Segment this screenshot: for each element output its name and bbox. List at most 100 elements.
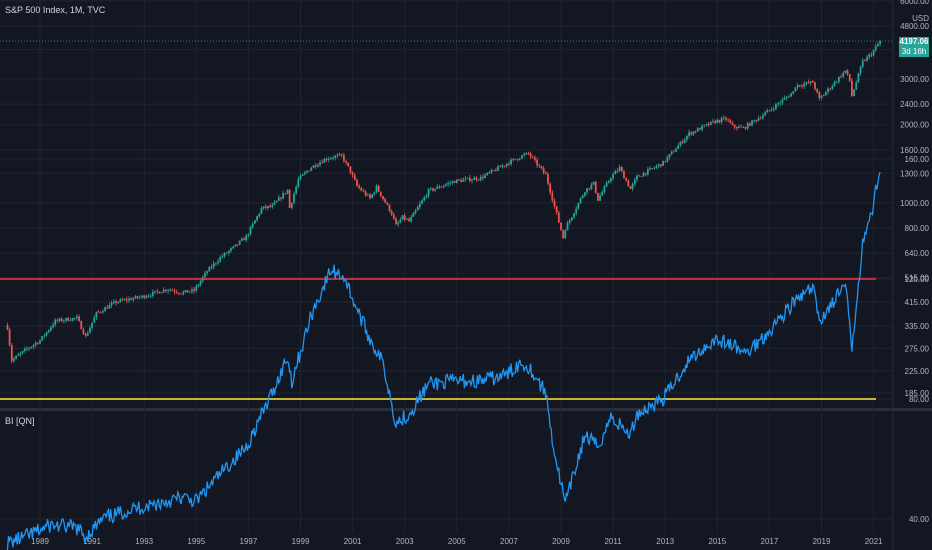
candle-body <box>260 208 263 214</box>
candle-body <box>45 332 48 336</box>
candle-body <box>6 325 9 330</box>
candle-body <box>32 344 35 347</box>
candle-body <box>130 298 133 301</box>
candle-body <box>840 76 842 78</box>
candle-body <box>577 202 580 209</box>
candle-body <box>829 88 832 90</box>
candle-body <box>60 318 63 322</box>
candle-body <box>399 219 402 223</box>
candle-body <box>340 154 343 156</box>
candle-body <box>521 155 523 159</box>
time-axis-tick: 2017 <box>761 537 779 546</box>
candle-body <box>668 154 671 158</box>
time-axis-tick: 1993 <box>135 537 153 546</box>
price-axis-tick: 335.00 <box>905 322 930 331</box>
candle-body <box>688 132 690 136</box>
candle-body <box>837 76 840 82</box>
candle-body <box>527 152 530 154</box>
candle-body <box>772 108 775 110</box>
candle-body <box>690 132 693 135</box>
candle-body <box>644 173 647 175</box>
candle-body <box>677 145 680 150</box>
candle-body <box>273 202 276 205</box>
candle-body <box>195 286 198 291</box>
price-axis-tick: 515.00 <box>905 274 930 283</box>
candle-body <box>384 198 387 203</box>
candle-body <box>477 179 480 181</box>
candle-body <box>742 127 745 128</box>
candle-body <box>327 159 330 161</box>
candle-body <box>47 330 50 333</box>
candle-body <box>160 292 163 294</box>
candle-body <box>525 152 528 155</box>
candle-body <box>65 318 67 321</box>
candle-body <box>779 102 782 104</box>
candle-body <box>434 188 436 191</box>
candle-body <box>334 156 337 158</box>
candle-body <box>175 291 178 293</box>
time-axis-tick: 2005 <box>448 537 466 546</box>
candle-body <box>770 109 773 111</box>
candle-body <box>349 166 352 173</box>
candle-body <box>36 343 39 344</box>
candle-body <box>744 127 747 129</box>
candle-body <box>466 177 469 179</box>
candle-body <box>336 155 339 157</box>
candle-body <box>230 248 232 251</box>
candle-body <box>657 164 660 166</box>
candle-body <box>781 99 784 103</box>
candle-body <box>794 87 797 92</box>
price-axis-tick: 640.00 <box>905 249 930 258</box>
candle-body <box>238 240 241 245</box>
candle-body <box>117 301 120 303</box>
candle-body <box>486 172 489 175</box>
candle-body <box>855 82 858 90</box>
candle-body <box>392 214 395 219</box>
candle-body <box>73 317 76 319</box>
candle-body <box>488 172 491 174</box>
candle-body <box>755 120 758 122</box>
candle-body <box>76 316 78 318</box>
time-axis-tick: 2007 <box>500 537 518 546</box>
candle-body <box>788 96 790 98</box>
candle-body <box>547 174 549 184</box>
price-axis-tick: 1600.00 <box>900 146 929 155</box>
candle-body <box>158 291 161 294</box>
candle-body <box>579 198 582 203</box>
candle-body <box>659 164 662 166</box>
bi-indicator-line <box>6 171 881 550</box>
time-axis-tick: 2015 <box>708 537 726 546</box>
candle-body <box>171 289 174 291</box>
candle-body <box>725 117 727 120</box>
indicator-axis-tick: 80.00 <box>909 395 930 404</box>
price-axis-tick: 275.00 <box>905 344 930 353</box>
candle-body <box>699 128 701 130</box>
candle-body <box>388 204 391 212</box>
candle-body <box>653 167 656 169</box>
candle-body <box>390 211 393 215</box>
price-axis-tick: 6000.00 <box>900 0 929 6</box>
candle-body <box>219 257 222 262</box>
candle-body <box>23 348 26 351</box>
candle-body <box>371 194 374 199</box>
candle-body <box>640 176 643 178</box>
candle-body <box>460 179 463 182</box>
candle-body <box>290 202 293 208</box>
candle-body <box>214 263 217 265</box>
candle-body <box>275 200 278 203</box>
candle-body <box>790 93 793 97</box>
candle-body <box>538 165 541 167</box>
candle-body <box>110 302 113 306</box>
candle-body <box>835 81 838 83</box>
candle-body <box>720 118 723 123</box>
candle-body <box>115 301 117 303</box>
candle-body <box>649 168 651 170</box>
candle-body <box>534 157 536 160</box>
candle-body <box>753 120 756 122</box>
candle-body <box>286 189 289 194</box>
candle-body <box>618 166 621 171</box>
candle-body <box>308 170 311 172</box>
candle-body <box>751 120 753 126</box>
candle-body <box>798 85 801 87</box>
